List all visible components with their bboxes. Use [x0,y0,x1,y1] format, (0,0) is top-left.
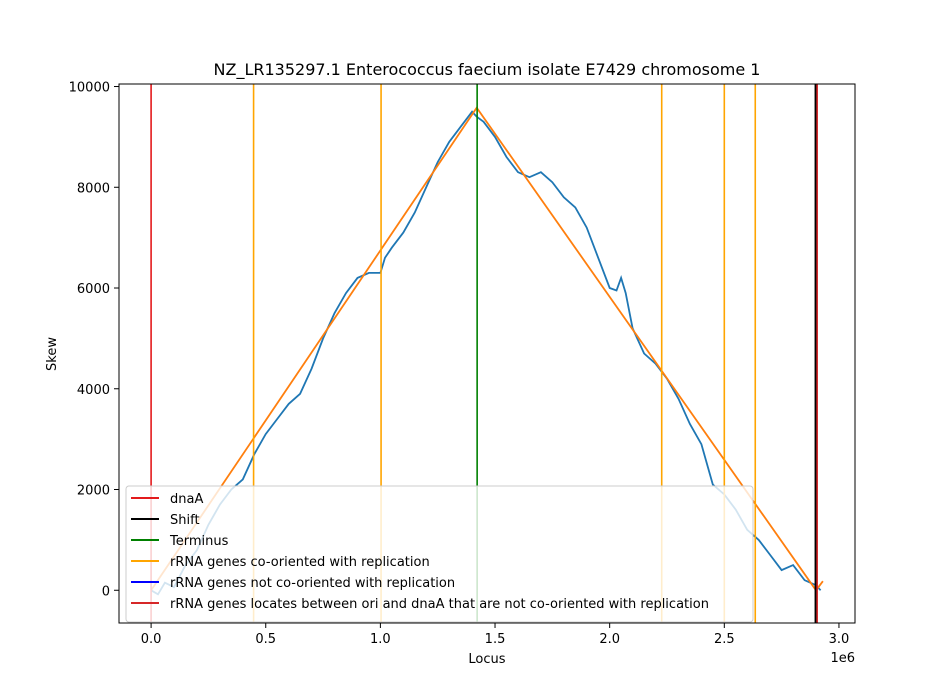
y-tick-label: 8000 [77,181,110,196]
x-axis: 0.0 0.5 1.0 1.5 2.0 2.5 3.0 [141,623,850,647]
y-tick-label: 6000 [77,282,110,297]
legend-label-shift: Shift [170,513,200,528]
y-tick-label: 0 [102,584,110,599]
x-tick-label: 2.0 [599,632,620,647]
legend-label-rrna-co: rRNA genes co-oriented with replication [170,555,430,570]
y-axis-label: Skew [45,337,60,371]
plot-frame [118,83,856,624]
x-tick-label: 0.5 [255,632,276,647]
y-tick-label: 10000 [69,81,110,96]
x-axis-offset-label: 1e6 [830,651,855,666]
x-tick-label: 0.0 [141,632,162,647]
y-axis: 0 2000 4000 6000 8000 10000 [69,81,119,599]
legend: dnaA Shift Terminus rRNA genes co-oriented … [125,485,754,623]
legend-label-rrna-between: rRNA genes locates between ori and dnaA … [170,597,709,612]
legend-label-dnaA: dnaA [170,492,203,507]
legend-label-rrna-not: rRNA genes not co-oriented with replicat… [170,576,455,591]
x-axis-label: Locus [468,652,505,667]
x-tick-label: 3.0 [829,632,850,647]
x-tick-label: 1.0 [370,632,391,647]
fit-line [150,106,824,592]
y-tick-label: 4000 [77,383,110,398]
x-tick-label: 2.5 [714,632,735,647]
chart-title: NZ_LR135297.1 Enterococcus faecium isola… [214,60,761,80]
legend-label-terminus: Terminus [169,534,229,549]
x-tick-label: 1.5 [485,632,506,647]
legend-box [125,485,754,623]
y-tick-label: 2000 [77,484,110,499]
skew-line [150,110,822,596]
plot-area [150,84,824,623]
